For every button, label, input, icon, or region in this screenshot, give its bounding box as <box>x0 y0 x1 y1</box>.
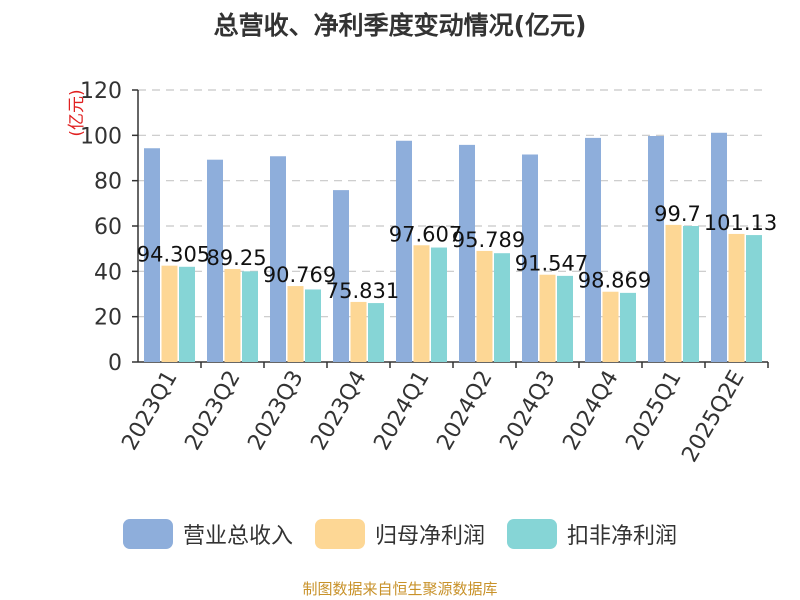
bar-adjusted-net-profit <box>431 247 447 362</box>
bar-adjusted-net-profit <box>368 303 384 362</box>
x-tick-label: 2023Q2 <box>180 367 245 455</box>
legend-item-adjusted-net-profit[interactable]: 扣非净利润 <box>507 518 677 550</box>
legend-swatch-net-profit <box>314 519 365 549</box>
bar-revenue <box>459 144 475 362</box>
bar-net-profit <box>287 286 304 362</box>
bar-revenue <box>396 140 412 362</box>
bar-net-profit <box>413 245 430 362</box>
bar-revenue <box>270 156 286 362</box>
bar-revenue <box>333 190 349 362</box>
data-label: 98.869 <box>578 269 651 293</box>
bar-adjusted-net-profit <box>305 289 321 362</box>
bar-adjusted-net-profit <box>683 226 699 362</box>
data-label: 99.7 <box>654 202 701 226</box>
y-axis-label: (亿元) <box>67 89 87 136</box>
chart-title: 总营收、净利季度变动情况(亿元) <box>213 11 587 40</box>
bar-adjusted-net-profit <box>179 266 195 362</box>
y-tick-label: 40 <box>94 260 122 285</box>
legend: 营业总收入 归母净利润 扣非净利润 <box>0 518 800 550</box>
legend-item-net-profit[interactable]: 归母净利润 <box>314 518 485 550</box>
data-label: 97.607 <box>389 222 462 246</box>
bar-revenue <box>585 137 601 362</box>
bar-net-profit <box>350 301 367 362</box>
bar-adjusted-net-profit <box>494 253 510 362</box>
y-tick-label: 20 <box>94 306 122 331</box>
source-note: 制图数据来自恒生聚源数据库 <box>302 580 498 598</box>
x-tick-label: 2023Q4 <box>306 367 371 455</box>
bar-adjusted-net-profit <box>746 235 762 362</box>
data-label: 89.25 <box>206 246 266 270</box>
bar-net-profit <box>602 291 619 362</box>
data-label: 94.305 <box>137 243 210 267</box>
y-tick-label: 120 <box>80 79 122 104</box>
data-label: 101.13 <box>704 211 777 235</box>
x-tick-label: 2024Q1 <box>369 367 434 455</box>
x-tick-label: 2025Q2E <box>677 367 749 467</box>
bar-revenue <box>144 148 160 362</box>
x-tick-label: 2025Q1 <box>621 367 686 455</box>
bar-net-profit <box>665 224 682 362</box>
y-tick-label: 0 <box>108 351 122 376</box>
legend-label-net-profit: 归母净利润 <box>374 524 485 549</box>
bar-net-profit <box>728 233 745 362</box>
data-label: 90.769 <box>263 263 336 287</box>
x-tick-label: 2024Q4 <box>558 367 623 455</box>
bar-revenue <box>648 136 664 362</box>
y-tick-label: 60 <box>94 215 122 240</box>
data-label: 75.831 <box>326 279 399 303</box>
bar-revenue <box>207 159 223 362</box>
bar-adjusted-net-profit <box>242 271 258 362</box>
bar-revenue <box>522 154 538 362</box>
x-tick-label: 2023Q1 <box>117 367 182 455</box>
data-label: 91.547 <box>515 252 588 276</box>
legend-label-revenue: 营业总收入 <box>182 524 293 549</box>
bar-net-profit <box>161 265 178 362</box>
legend-swatch-adjusted-net-profit <box>507 519 557 549</box>
bar-adjusted-net-profit <box>620 292 636 362</box>
y-tick-label: 80 <box>94 170 122 195</box>
bar-net-profit <box>224 269 241 362</box>
legend-item-revenue[interactable]: 营业总收入 <box>122 518 293 550</box>
x-tick-label: 2024Q3 <box>495 367 560 455</box>
y-tick-label: 100 <box>80 124 122 149</box>
bar-revenue <box>711 132 727 362</box>
bar-net-profit <box>539 274 556 362</box>
x-tick-label: 2024Q2 <box>432 367 497 455</box>
bar-adjusted-net-profit <box>557 275 573 362</box>
legend-label-adjusted-net-profit: 扣非净利润 <box>567 524 678 549</box>
data-label: 95.789 <box>452 228 525 252</box>
x-tick-label: 2023Q3 <box>243 367 308 455</box>
bar-net-profit <box>476 250 493 362</box>
legend-swatch-revenue <box>122 519 173 549</box>
